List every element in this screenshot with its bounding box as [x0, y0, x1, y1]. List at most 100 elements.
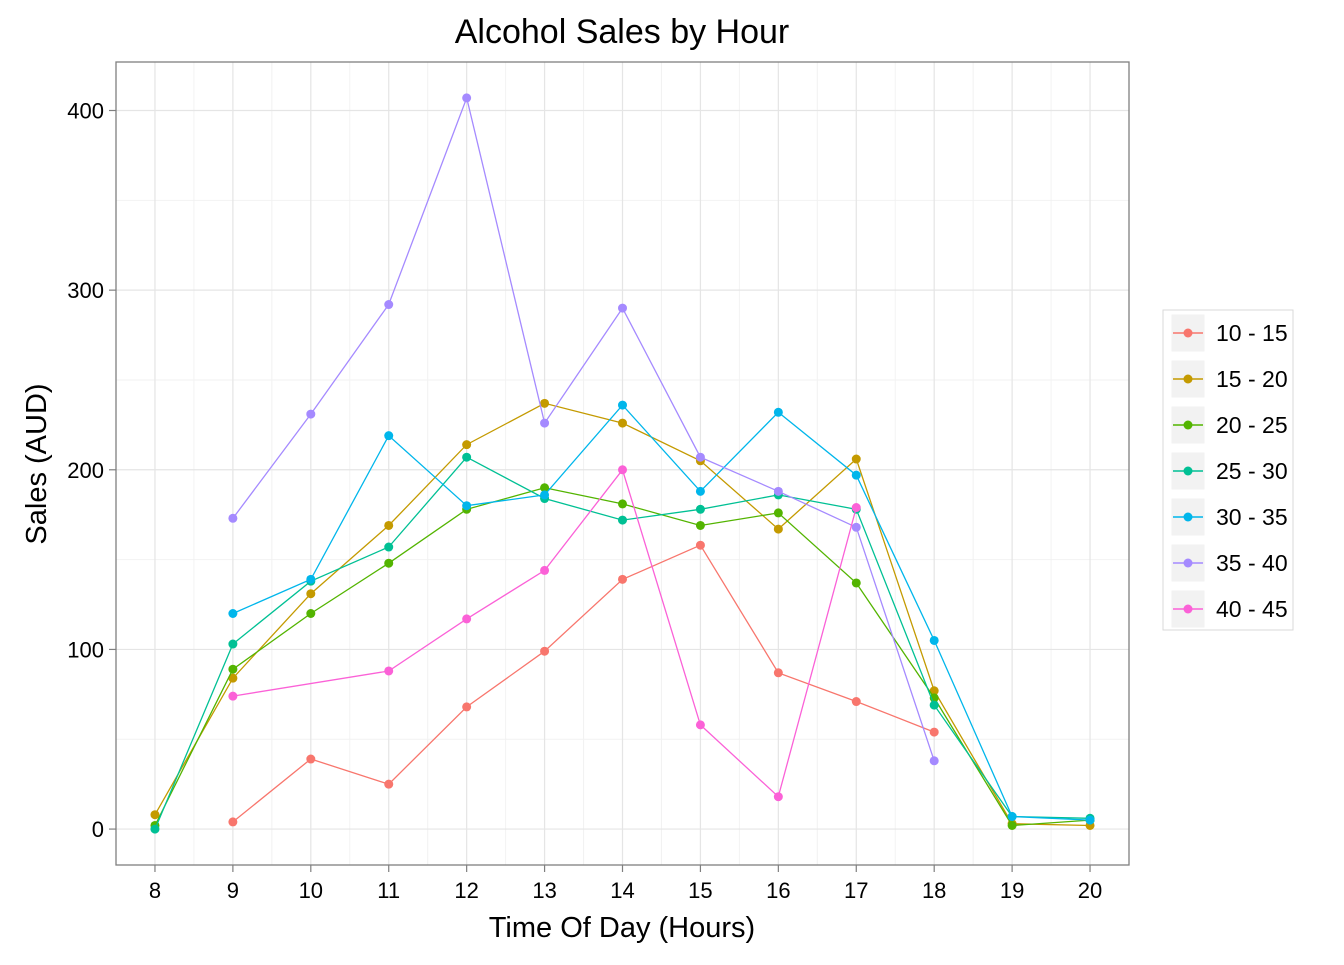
series-layer — [150, 93, 1095, 834]
y-axis-label: Sales (AUD) — [21, 383, 53, 544]
x-tick-label: 10 — [299, 878, 323, 903]
data-point — [773, 407, 783, 417]
series-10-15 — [228, 540, 939, 827]
legend-label: 25 - 30 — [1216, 458, 1288, 484]
data-point — [306, 574, 316, 584]
data-point — [929, 686, 939, 696]
legend-item: 35 - 40 — [1170, 543, 1288, 583]
y-tick-label: 100 — [67, 637, 104, 662]
legend-item: 10 - 15 — [1170, 313, 1288, 353]
data-point — [540, 490, 550, 500]
y-tick-label: 300 — [67, 278, 104, 303]
data-point — [695, 520, 705, 530]
x-axis-label: Time Of Day (Hours) — [489, 912, 755, 944]
data-point — [228, 639, 238, 649]
x-tick-label: 12 — [454, 878, 478, 903]
legend-item: 30 - 35 — [1170, 497, 1288, 537]
data-point — [540, 483, 550, 493]
data-point — [384, 779, 394, 789]
data-point — [929, 727, 939, 737]
data-point — [618, 465, 627, 475]
legend-key-point — [1183, 558, 1193, 568]
data-point — [773, 524, 783, 534]
data-point — [540, 646, 550, 656]
data-point — [618, 499, 627, 509]
data-point — [228, 691, 238, 701]
data-point — [462, 440, 472, 450]
data-point — [228, 664, 238, 674]
data-point — [540, 398, 550, 408]
y-tick-label: 0 — [92, 817, 104, 842]
data-point — [462, 452, 472, 462]
x-tick-label: 18 — [922, 878, 946, 903]
data-point — [384, 431, 394, 441]
data-point — [462, 702, 472, 712]
data-point — [851, 454, 861, 464]
data-point — [150, 810, 160, 820]
data-point — [695, 486, 705, 496]
data-point — [773, 668, 783, 678]
legend-key-point — [1183, 466, 1193, 476]
series-line — [232, 544, 935, 823]
legend-item: 25 - 30 — [1170, 451, 1288, 491]
data-point — [384, 300, 394, 310]
data-point — [929, 635, 939, 645]
legend: 10 - 15 15 - 20 20 - 25 25 - 30 30 - 35 35 - … — [1162, 309, 1294, 631]
data-point — [773, 486, 783, 496]
x-tick-label: 17 — [844, 878, 868, 903]
data-point — [1007, 820, 1017, 830]
legend-label: 20 - 25 — [1216, 412, 1288, 438]
data-point — [306, 409, 316, 419]
legend-label: 35 - 40 — [1216, 550, 1288, 576]
data-point — [384, 542, 394, 552]
data-point — [851, 522, 861, 532]
data-point — [228, 513, 238, 523]
data-point — [929, 700, 939, 710]
data-point — [306, 754, 316, 764]
x-tick-label: 13 — [532, 878, 556, 903]
data-point — [228, 609, 238, 619]
axes: 0 100 200 300 400 8 9 10 11 12 13 14 15 16 17 18 19 20 — [67, 99, 1102, 903]
data-point — [851, 503, 861, 513]
data-point — [462, 614, 472, 624]
x-tick-label: 19 — [1000, 878, 1024, 903]
legend-item: 20 - 25 — [1170, 405, 1288, 445]
legend-label: 10 - 15 — [1216, 320, 1288, 346]
data-point — [773, 508, 783, 518]
legend-key-point — [1183, 374, 1193, 384]
data-point — [851, 470, 861, 480]
data-point — [1085, 815, 1095, 825]
x-tick-label: 16 — [766, 878, 790, 903]
legend-key-point — [1183, 420, 1193, 430]
x-tick-label: 20 — [1078, 878, 1102, 903]
data-point — [462, 93, 472, 103]
data-point — [618, 400, 627, 410]
data-point — [695, 452, 705, 462]
data-point — [384, 666, 394, 676]
series-30-35 — [228, 400, 1095, 825]
series-35-40 — [228, 93, 939, 766]
data-point — [228, 817, 238, 827]
chart-title: Alcohol Sales by Hour — [455, 13, 790, 51]
data-point — [695, 504, 705, 514]
data-point — [618, 418, 627, 428]
legend-label: 30 - 35 — [1216, 504, 1288, 530]
y-tick-label: 200 — [67, 458, 104, 483]
legend-item: 15 - 20 — [1170, 359, 1288, 399]
data-point — [540, 565, 550, 575]
data-point — [618, 303, 627, 313]
legend-key-point — [1183, 512, 1193, 522]
legend-label: 15 - 20 — [1216, 366, 1288, 392]
legend-label: 40 - 45 — [1216, 596, 1288, 622]
series-line — [232, 404, 1091, 821]
x-tick-label: 9 — [227, 878, 239, 903]
x-tick-label: 15 — [688, 878, 712, 903]
legend-key-point — [1183, 328, 1193, 338]
data-point — [851, 578, 861, 588]
legend-key-point — [1183, 604, 1193, 614]
data-point — [618, 574, 627, 584]
data-point — [773, 792, 783, 802]
data-point — [150, 824, 160, 834]
